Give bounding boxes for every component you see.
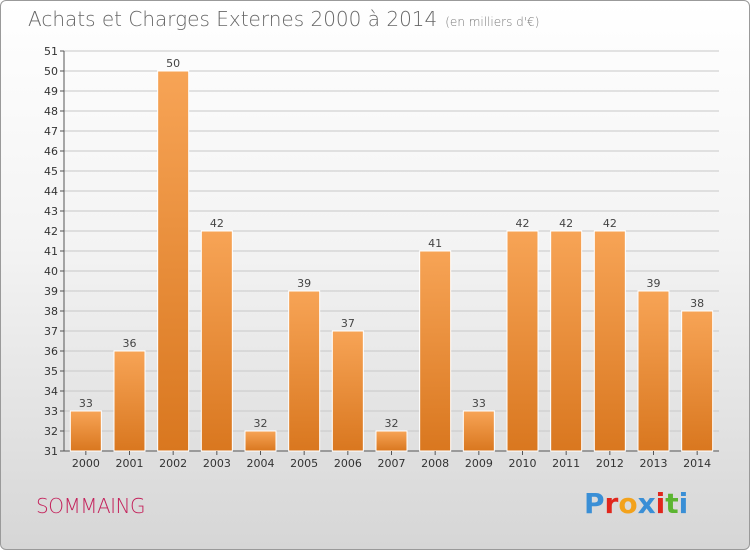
y-tick-label: 44 [44,185,58,198]
x-tick-label: 2002 [159,457,187,470]
y-tick-label: 42 [44,225,58,238]
y-tick-label: 33 [44,405,58,418]
y-tick-label: 37 [44,325,58,338]
data-label: 41 [428,237,442,250]
y-tick-label: 32 [44,425,58,438]
data-label: 36 [123,337,137,350]
x-tick-label: 2003 [203,457,231,470]
y-tick-label: 36 [44,345,58,358]
x-tick-label: 2011 [552,457,580,470]
data-label: 38 [690,297,704,310]
logo-letter: P [584,487,605,520]
y-tick-label: 43 [44,205,58,218]
chart-title-text: Achats et Charges Externes 2000 à 2014 [28,7,438,31]
x-tick-label: 2014 [683,457,711,470]
data-label: 32 [254,417,268,430]
x-tick-label: 2010 [509,457,537,470]
data-label: 39 [297,277,311,290]
x-tick-label: 2001 [116,457,144,470]
data-label: 42 [210,217,224,230]
bar [69,410,102,452]
bar [462,410,495,452]
bar [637,290,670,452]
chart-title: Achats et Charges Externes 2000 à 2014 (e… [28,7,539,31]
data-label: 33 [79,397,93,410]
bar [681,310,714,452]
y-tick-label: 51 [44,45,58,58]
bar [200,230,233,452]
y-tick-label: 35 [44,365,58,378]
y-tick-label: 40 [44,265,58,278]
proxiti-logo[interactable]: Proxiti [584,487,688,520]
bar [244,430,277,452]
data-label: 42 [516,217,530,230]
y-tick-label: 39 [44,285,58,298]
bar [506,230,539,452]
y-tick-label: 49 [44,85,58,98]
x-tick-label: 2004 [247,457,275,470]
y-tick-label: 46 [44,145,58,158]
logo-letter: i [678,487,689,520]
y-tick-label: 38 [44,305,58,318]
bar [419,250,452,452]
x-tick-label: 2000 [72,457,100,470]
data-label: 37 [341,317,355,330]
bar [331,330,364,452]
y-tick-label: 45 [44,165,58,178]
x-tick-label: 2012 [596,457,624,470]
logo-letter: t [665,487,679,520]
x-tick-label: 2007 [378,457,406,470]
bar [593,230,626,452]
chart-unit: (en milliers d'€) [445,15,540,29]
x-tick-label: 2006 [334,457,362,470]
y-tick-label: 34 [44,385,58,398]
logo-letter: x [637,487,656,520]
y-tick-label: 47 [44,125,58,138]
x-tick-label: 2008 [421,457,449,470]
data-label: 39 [647,277,661,290]
bar [113,350,146,452]
y-tick-label: 50 [44,65,58,78]
x-tick-label: 2013 [640,457,668,470]
data-label: 32 [385,417,399,430]
y-tick-label: 48 [44,105,58,118]
data-label: 33 [472,397,486,410]
logo-letter: o [618,487,638,520]
logo-letter: i [655,487,666,520]
x-tick-label: 2009 [465,457,493,470]
bar [550,230,583,452]
y-tick-label: 31 [44,445,58,458]
data-label: 42 [603,217,617,230]
bar [375,430,408,452]
data-label: 50 [166,57,180,70]
commune-name: SOMMAING [36,494,146,518]
logo-letter: r [604,487,619,520]
bar [157,70,190,452]
data-label: 42 [559,217,573,230]
bar [288,290,321,452]
x-tick-label: 2005 [290,457,318,470]
y-tick-label: 41 [44,245,58,258]
